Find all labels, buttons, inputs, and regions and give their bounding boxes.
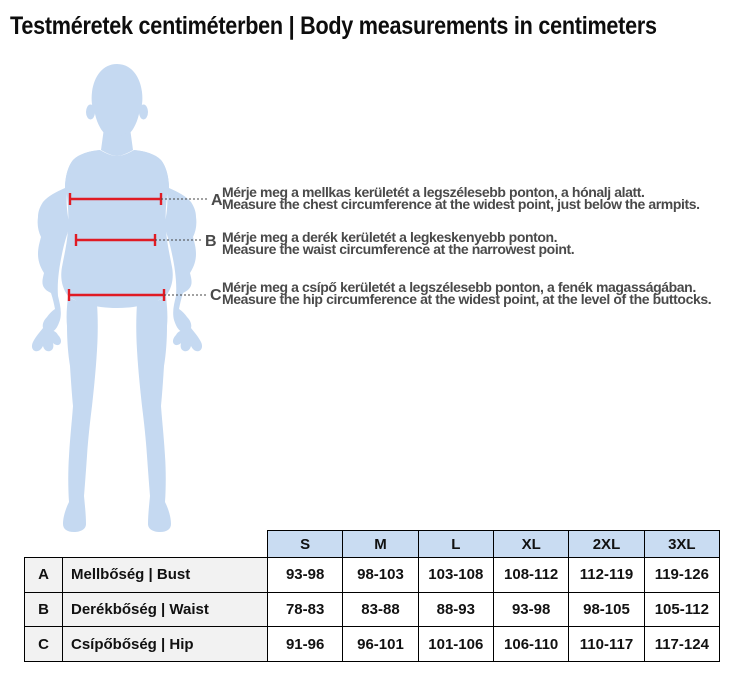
svg-text:C: C bbox=[210, 287, 222, 304]
svg-text:B: B bbox=[205, 233, 217, 250]
